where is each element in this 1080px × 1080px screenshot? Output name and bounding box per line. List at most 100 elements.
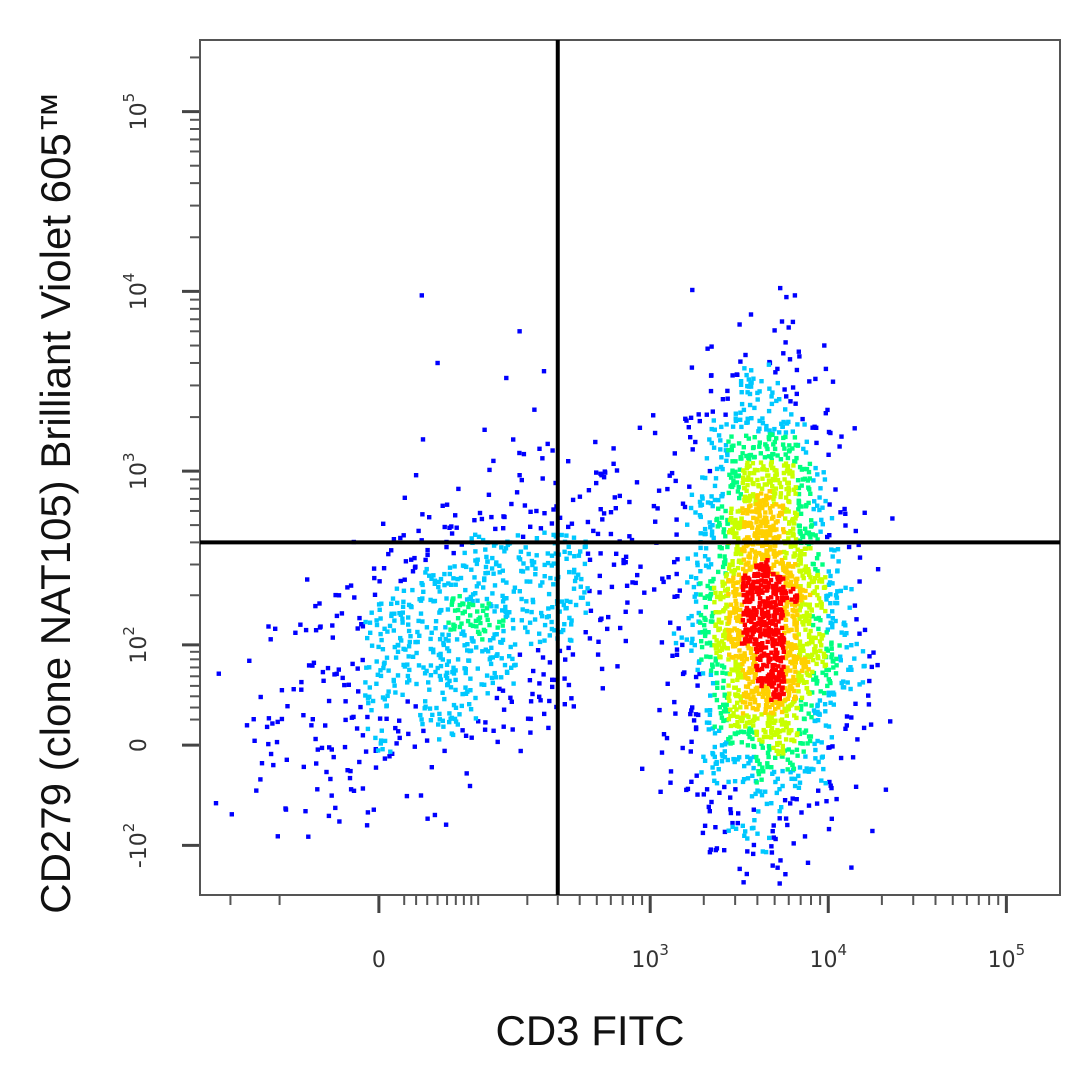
event-dot xyxy=(751,851,756,857)
event-dot xyxy=(609,584,615,590)
event-dot xyxy=(760,641,765,646)
event-dot xyxy=(633,580,638,586)
event-dot xyxy=(737,558,742,563)
event-dot xyxy=(837,444,842,449)
event-dot xyxy=(857,682,862,687)
event-dot xyxy=(772,439,777,445)
event-dot xyxy=(450,669,455,675)
event-dot xyxy=(695,792,700,797)
event-dot xyxy=(494,695,500,701)
event-dot xyxy=(815,679,820,684)
event-dot xyxy=(737,629,742,634)
event-dot xyxy=(765,495,771,501)
event-dot xyxy=(567,569,572,575)
event-dot xyxy=(493,675,499,680)
event-dot xyxy=(749,509,755,514)
event-dot xyxy=(803,664,808,670)
event-dot xyxy=(798,598,803,603)
event-dot xyxy=(518,748,523,754)
event-dot xyxy=(728,807,733,812)
event-dot xyxy=(528,579,533,584)
event-dot xyxy=(759,562,764,567)
event-dot xyxy=(386,551,391,557)
event-dot xyxy=(489,675,495,681)
event-dot xyxy=(749,646,754,651)
event-dot xyxy=(785,455,791,461)
event-dot xyxy=(752,818,757,823)
event-dot xyxy=(533,572,538,577)
event-dot xyxy=(760,467,765,472)
event-dot xyxy=(727,691,732,696)
event-dot xyxy=(552,628,557,633)
event-dot xyxy=(392,683,397,688)
event-dot xyxy=(860,680,866,685)
event-dot xyxy=(578,549,583,554)
event-dot xyxy=(766,437,772,442)
event-dot xyxy=(724,458,729,463)
event-dot xyxy=(745,776,751,781)
event-dot xyxy=(795,682,800,688)
event-dot xyxy=(792,293,798,298)
event-dot xyxy=(697,671,702,677)
event-dot xyxy=(722,554,727,559)
event-dot xyxy=(346,682,351,687)
event-dot xyxy=(822,702,828,707)
event-dot xyxy=(839,434,844,439)
event-dot xyxy=(792,459,797,464)
event-dot xyxy=(732,685,737,690)
event-dot xyxy=(537,694,542,699)
event-dot xyxy=(695,667,700,673)
event-dot xyxy=(493,562,499,567)
event-dot xyxy=(769,454,774,460)
event-dot xyxy=(379,637,384,643)
event-dot xyxy=(731,443,736,448)
event-dot xyxy=(802,476,808,481)
event-dot xyxy=(530,691,535,697)
event-dot xyxy=(708,562,714,567)
event-dot xyxy=(732,567,738,573)
event-dot xyxy=(736,688,741,693)
event-dot xyxy=(455,722,460,727)
event-dot xyxy=(757,513,762,518)
event-dot xyxy=(792,510,798,515)
event-dot xyxy=(769,516,775,521)
event-dot xyxy=(728,723,734,729)
event-dot xyxy=(737,615,743,620)
event-dot xyxy=(771,497,776,502)
event-dot xyxy=(482,727,488,732)
event-dot xyxy=(509,699,514,704)
event-dot xyxy=(345,585,350,590)
event-dot xyxy=(759,680,765,686)
event-dot xyxy=(758,631,763,636)
event-dot xyxy=(780,783,785,789)
event-dot xyxy=(567,637,573,643)
event-dot xyxy=(470,623,476,629)
event-dot xyxy=(708,672,714,677)
event-dot xyxy=(767,428,772,433)
event-dot xyxy=(771,523,776,528)
event-dot xyxy=(770,390,775,395)
event-dot xyxy=(799,549,804,554)
event-dot xyxy=(542,511,547,516)
event-dot xyxy=(849,587,854,592)
event-dot xyxy=(517,329,522,334)
event-dot xyxy=(775,741,780,746)
event-dot xyxy=(773,718,778,723)
event-dot xyxy=(659,640,665,645)
event-dot xyxy=(741,592,746,598)
event-dot xyxy=(806,469,812,475)
event-dot xyxy=(651,503,657,509)
event-dot xyxy=(734,606,740,611)
event-dot xyxy=(510,727,515,732)
event-dot xyxy=(788,770,793,775)
event-dot xyxy=(775,577,781,582)
x-tick-label: 0 xyxy=(372,948,386,973)
event-dot xyxy=(700,671,706,676)
event-dot xyxy=(735,714,740,719)
event-dot xyxy=(765,761,770,766)
event-dot xyxy=(608,510,614,515)
event-dot xyxy=(479,682,484,687)
event-dot xyxy=(727,610,732,615)
event-dot xyxy=(759,793,765,798)
event-dot xyxy=(793,537,799,542)
